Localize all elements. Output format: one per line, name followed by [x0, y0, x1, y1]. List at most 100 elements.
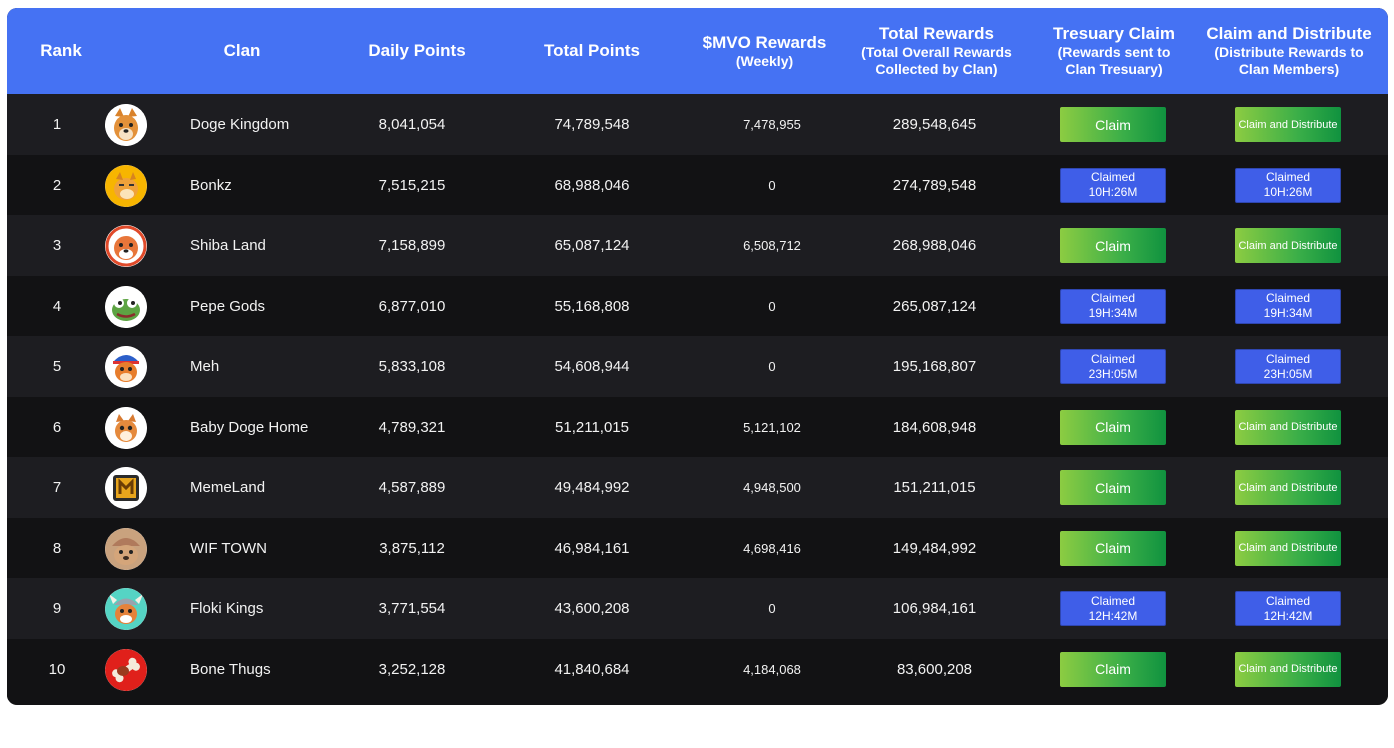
shiba-avatar-icon — [105, 225, 147, 267]
daily-points-cell: 4,587,889 — [378, 479, 446, 496]
claimed-distribute-button[interactable]: Claimed 19H:34M — [1235, 288, 1341, 324]
clan-name: Doge Kingdom — [190, 116, 290, 133]
memeland-coin-icon — [105, 467, 147, 509]
header-rank: Rank — [40, 41, 82, 60]
claimed-label: Claimed — [1090, 351, 1135, 366]
total-points-cell: 46,984,161 — [554, 539, 630, 557]
total-points-cell: 41,840,684 — [554, 660, 630, 678]
claimed-distribute-button[interactable]: Claimed 12H:42M — [1235, 591, 1341, 626]
total-rewards-cell: 289,548,645 — [892, 116, 977, 133]
daily-points-cell: 3,771,554 — [378, 600, 446, 617]
table-row: 5 Meh 5,833,108 54,608,944 0 195,168,807 Claim… — [7, 336, 1388, 397]
daily-points-cell: 3,252,128 — [378, 660, 446, 678]
rank-cell: 1 — [52, 116, 62, 133]
table-row: 1 Doge Kingdom 8,041,054 74,789,548 7,478,95… — [7, 94, 1388, 155]
claimed-distribute-button[interactable]: Claimed 10H:26M — [1235, 167, 1341, 203]
mvo-rewards-cell: 0 — [768, 359, 776, 374]
header-clan: Clan — [223, 41, 261, 60]
claimed-treasury-button[interactable]: Claimed 19H:34M — [1060, 288, 1166, 324]
claimed-label: Claimed — [1265, 593, 1310, 608]
daily-points-cell: 4,789,321 — [378, 418, 446, 436]
clan-name: Floki Kings — [190, 600, 264, 617]
mvo-rewards-cell: 6,508,712 — [743, 238, 801, 253]
total-rewards-cell: 184,608,948 — [892, 418, 977, 436]
rank-cell: 8 — [52, 539, 62, 557]
claimed-label: Claimed — [1090, 170, 1135, 184]
claimed-label: Claimed — [1265, 351, 1310, 366]
claim-and-distribute-button[interactable]: Claim and Distribute — [1235, 651, 1341, 687]
total-points-cell: 49,484,992 — [554, 479, 630, 496]
claim-timer: 19H:34M — [1088, 306, 1138, 320]
rank-cell: 5 — [52, 358, 62, 375]
floki-avatar-icon — [105, 588, 147, 630]
table-row: 8 WIF TOWN 3,875,112 46,984,161 4,698,416 149… — [7, 517, 1388, 579]
rank-cell: 7 — [52, 479, 62, 496]
clan-name: Shiba Land — [190, 237, 266, 254]
daily-points-cell: 5,833,108 — [378, 358, 446, 375]
total-points-cell: 51,211,015 — [555, 418, 629, 436]
claim-and-distribute-button[interactable]: Claim and Distribute — [1235, 470, 1341, 505]
wif-avatar-icon — [105, 527, 147, 570]
claimed-treasury-button[interactable]: Claimed 10H:26M — [1060, 167, 1166, 203]
clan-leaderboard: Rank Clan Daily Points Total Points $MVO… — [7, 8, 1388, 705]
rank-cell: 9 — [52, 600, 62, 617]
claim-and-distribute-button[interactable]: Claim and Distribute — [1235, 107, 1341, 142]
clan-name: MemeLand — [190, 479, 266, 496]
mvo-rewards-cell: 0 — [768, 177, 776, 193]
total-rewards-cell: 265,087,124 — [892, 297, 977, 315]
total-points-cell: 74,789,548 — [554, 116, 630, 133]
total-rewards-cell: 151,211,015 — [893, 479, 976, 496]
mvo-rewards-cell: 4,184,068 — [743, 661, 801, 677]
total-rewards-cell: 106,984,161 — [892, 600, 977, 617]
doge-avatar-icon — [105, 104, 147, 146]
mvo-rewards-cell: 4,948,500 — [743, 480, 801, 495]
claimed-treasury-button[interactable]: Claimed 23H:05M — [1060, 349, 1166, 384]
table-row: 9 Floki Kings 3,771,554 43,600,208 0 106,984,… — [7, 578, 1388, 639]
claim-button[interactable]: Claim — [1060, 409, 1166, 445]
claim-and-distribute-button[interactable]: Claim and Distribute — [1235, 409, 1341, 445]
rank-cell: 3 — [52, 237, 62, 254]
total-rewards-cell: 268,988,046 — [892, 237, 977, 254]
header-daily-points: Daily Points — [368, 41, 466, 60]
claim-timer: 12H:42M — [1263, 608, 1313, 623]
claim-timer: 10H:26M — [1088, 185, 1138, 199]
clan-name: WIF TOWN — [190, 539, 267, 557]
claim-timer: 19H:34M — [1263, 306, 1313, 320]
claim-timer: 23H:05M — [1263, 366, 1313, 381]
daily-points-cell: 6,877,010 — [378, 297, 446, 315]
claim-button[interactable]: Claim — [1060, 470, 1166, 505]
rank-cell: 2 — [52, 176, 62, 194]
total-points-cell: 65,087,124 — [554, 237, 630, 254]
mvo-rewards-cell: 0 — [768, 601, 776, 616]
claimed-distribute-button[interactable]: Claimed 23H:05M — [1235, 349, 1341, 384]
table-row: 6 Baby Doge Home 4,789,321 51,211,015 5,121,… — [7, 396, 1388, 458]
claim-timer: 10H:26M — [1263, 185, 1313, 199]
claim-button[interactable]: Claim — [1060, 107, 1166, 142]
meh-avatar-icon — [105, 346, 147, 388]
claim-button[interactable]: Claim — [1060, 651, 1166, 687]
clan-name: Bonkz — [190, 176, 232, 194]
total-points-cell: 54,608,944 — [554, 358, 630, 375]
claimed-treasury-button[interactable]: Claimed 12H:42M — [1060, 591, 1166, 626]
claimed-label: Claimed — [1090, 291, 1135, 305]
bone-avatar-icon — [105, 648, 147, 691]
claim-button[interactable]: Claim — [1060, 228, 1166, 263]
claim-and-distribute-button[interactable]: Claim and Distribute — [1235, 530, 1341, 566]
total-rewards-cell: 149,484,992 — [892, 539, 977, 557]
claim-button[interactable]: Claim — [1060, 530, 1166, 566]
daily-points-cell: 8,041,054 — [378, 116, 446, 133]
claim-timer: 23H:05M — [1088, 366, 1138, 381]
rank-cell: 10 — [48, 660, 66, 678]
header-total-rewards: Total Rewards (Total Overall Rewards Col… — [861, 24, 1012, 77]
daily-points-cell: 7,158,899 — [378, 237, 446, 254]
total-rewards-cell: 274,789,548 — [892, 176, 977, 194]
table-row: 7 MemeLand 4,587,889 49,484,992 4,948,500 151… — [7, 457, 1388, 518]
header-total-points: Total Points — [543, 41, 640, 60]
total-rewards-cell: 195,168,807 — [892, 358, 977, 375]
claimed-label: Claimed — [1090, 593, 1135, 608]
pepe-avatar-icon — [105, 285, 147, 328]
daily-points-cell: 7,515,215 — [378, 176, 446, 194]
header-treasury-claim: Tresuary Claim (Rewards sent to Clan Tre… — [1053, 24, 1175, 77]
claim-and-distribute-button[interactable]: Claim and Distribute — [1235, 228, 1341, 263]
clan-name: Pepe Gods — [190, 297, 266, 315]
